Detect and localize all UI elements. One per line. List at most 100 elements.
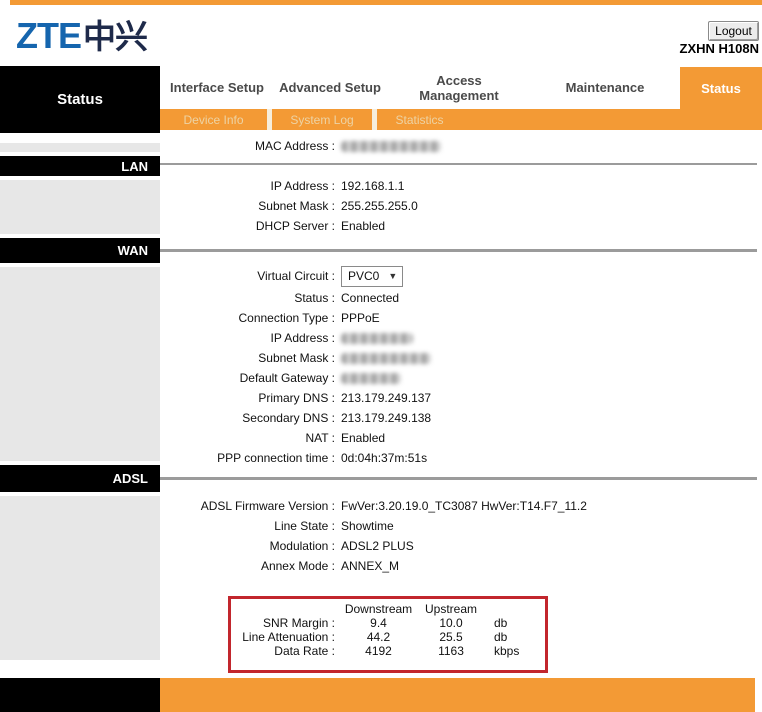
info-row-annex-mode: Annex Mode : ANNEX_M <box>160 556 760 576</box>
field-label: Virtual Circuit : <box>257 269 335 283</box>
info-row-wan-status: Status : Connected <box>160 288 760 308</box>
stats-row-label: SNR Margin : <box>262 616 335 630</box>
field-label: Connection Type : <box>238 311 335 325</box>
field-value: Connected <box>341 291 400 305</box>
field-label: Modulation : <box>269 539 335 553</box>
col-header-downstream: Downstream <box>344 602 413 616</box>
subtab-device-info[interactable]: Device Info <box>183 112 244 127</box>
field-value: FwVer:3.20.19.0_TC3087 HwVer:T14.F7_11.2 <box>341 499 587 513</box>
device-info-section: MAC Address : <box>160 136 760 156</box>
field-value: Enabled <box>341 219 386 233</box>
stats-upstream-value: 1163 <box>438 644 464 658</box>
stats-row-label: Data Rate : <box>274 644 335 658</box>
stats-downstream-value: 4192 <box>365 644 392 658</box>
lan-section: IP Address : 192.168.1.1 Subnet Mask : 2… <box>160 176 760 236</box>
subnav-bar: Device Info System Log Statistics <box>160 109 762 130</box>
stats-row-data-rate: Data Rate : 4192 1163 kbps <box>231 644 545 658</box>
stats-downstream-value: 44.2 <box>366 630 391 644</box>
tab-interface-setup[interactable]: Interface Setup <box>170 80 264 95</box>
stats-unit: db <box>494 630 508 644</box>
subtab-system-log[interactable]: System Log <box>290 112 354 127</box>
divider-wan <box>160 249 757 252</box>
adsl-section: ADSL Firmware Version : FwVer:3.20.19.0_… <box>160 496 760 576</box>
col-header-upstream: Upstream <box>424 602 477 616</box>
zte-logo-latin: ZTE <box>16 15 82 56</box>
info-row-dhcp-server: DHCP Server : Enabled <box>160 216 760 236</box>
stats-unit: db <box>494 616 508 630</box>
info-row-secondary-dns: Secondary DNS : 213.179.249.138 <box>160 408 760 428</box>
info-row-wan-ip: IP Address : <box>160 328 760 348</box>
field-label: Primary DNS : <box>258 391 335 405</box>
virtual-circuit-select[interactable]: PVC0 ▼ <box>341 265 404 287</box>
zte-logo-cjk: 中兴 <box>83 18 148 55</box>
field-label: Line State : <box>274 519 335 533</box>
stats-upstream-value: 25.5 <box>439 630 463 644</box>
field-label: Annex Mode : <box>260 559 335 573</box>
masked-value <box>341 140 441 152</box>
masked-value <box>341 332 413 344</box>
info-row-modulation: Modulation : ADSL2 PLUS <box>160 536 760 556</box>
field-value: PPPoE <box>341 311 380 325</box>
tab-advanced-setup[interactable]: Advanced Setup <box>279 80 381 95</box>
divider-adsl <box>160 477 757 480</box>
info-row-connection-type: Connection Type : PPPoE <box>160 308 760 328</box>
logout-button[interactable]: Logout <box>708 21 759 41</box>
footer-black-bar <box>0 678 160 712</box>
field-label: ADSL Firmware Version : <box>200 499 335 513</box>
footer-orange-bar <box>160 678 755 712</box>
field-value: 255.255.255.0 <box>341 199 418 213</box>
field-value: 213.179.249.137 <box>341 391 432 405</box>
masked-value <box>341 352 431 364</box>
field-value: 192.168.1.1 <box>341 179 405 193</box>
info-row-adsl-firmware: ADSL Firmware Version : FwVer:3.20.19.0_… <box>160 496 760 516</box>
sidebar-background <box>0 143 160 660</box>
stats-row-line-attenuation: Line Attenuation : 44.2 25.5 db <box>231 630 545 644</box>
field-label: Subnet Mask : <box>258 351 335 365</box>
field-label: Secondary DNS : <box>242 411 335 425</box>
field-label: Subnet Mask : <box>258 199 335 213</box>
field-label: NAT : <box>305 431 335 445</box>
masked-value <box>341 372 401 384</box>
info-row-lan-ip: IP Address : 192.168.1.1 <box>160 176 760 196</box>
info-row-ppp-connection-time: PPP connection time : 0d:04h:37m:51s <box>160 448 760 468</box>
top-accent-strip <box>10 0 762 5</box>
wan-section: Virtual Circuit : PVC0 ▼ Status : Connec… <box>160 264 760 468</box>
field-value: ANNEX_M <box>341 559 400 573</box>
zte-logo: ZTE中兴 <box>16 10 148 58</box>
sidebar-section-lan: LAN <box>0 152 160 180</box>
sidebar-section-adsl: ADSL <box>0 461 160 496</box>
chevron-down-icon: ▼ <box>388 271 398 281</box>
sidebar-status-header: Status <box>0 66 160 133</box>
stats-unit: kbps <box>494 644 520 658</box>
field-label: DHCP Server : <box>255 219 335 233</box>
info-row-primary-dns: Primary DNS : 213.179.249.137 <box>160 388 760 408</box>
stats-downstream-value: 9.4 <box>370 616 387 630</box>
subtab-statistics[interactable]: Statistics <box>395 112 444 127</box>
stats-row-label: Line Attenuation : <box>242 630 335 644</box>
tab-maintenance[interactable]: Maintenance <box>565 80 645 95</box>
field-value: Enabled <box>341 431 386 445</box>
field-value: Showtime <box>341 519 394 533</box>
info-row-line-state: Line State : Showtime <box>160 516 760 536</box>
field-value: 213.179.249.138 <box>341 411 432 425</box>
field-label: Default Gateway : <box>239 371 335 385</box>
divider-lan <box>160 163 757 165</box>
stats-header-row: Downstream Upstream <box>231 602 545 616</box>
info-row-wan-subnet: Subnet Mask : <box>160 348 760 368</box>
subnav-separator <box>372 109 377 130</box>
tab-access-management[interactable]: Access Management <box>419 72 499 103</box>
field-value: 0d:04h:37m:51s <box>341 451 428 465</box>
virtual-circuit-selected-value: PVC0 <box>348 269 380 283</box>
field-label: IP Address : <box>270 331 335 345</box>
subnav-separator <box>267 109 272 130</box>
info-row-default-gateway: Default Gateway : <box>160 368 760 388</box>
info-row-lan-subnet: Subnet Mask : 255.255.255.0 <box>160 196 760 216</box>
field-label: IP Address : <box>270 179 335 193</box>
field-label: Status : <box>294 291 335 305</box>
info-row-virtual-circuit: Virtual Circuit : PVC0 ▼ <box>160 264 760 288</box>
field-value: ADSL2 PLUS <box>341 539 414 553</box>
field-label: MAC Address : <box>254 139 335 153</box>
field-label: PPP connection time : <box>217 451 335 465</box>
info-row-nat: NAT : Enabled <box>160 428 760 448</box>
